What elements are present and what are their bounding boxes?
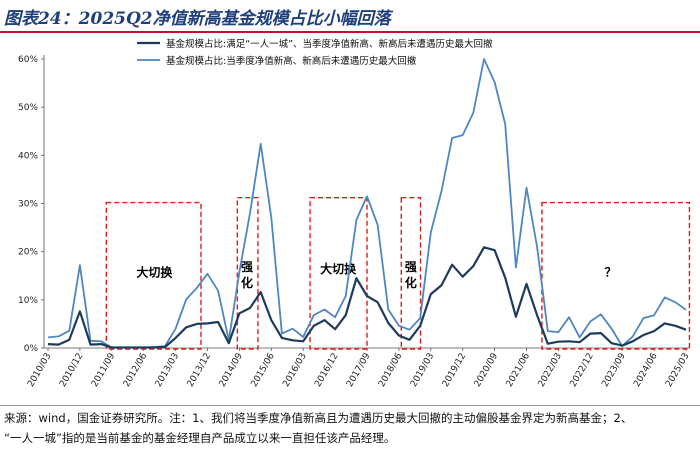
x-tick-label: 2018/06 bbox=[377, 351, 404, 389]
title-bar: 图表24：2025Q2净值新高基金规模占比小幅回落 bbox=[0, 0, 700, 33]
annotation-box bbox=[400, 197, 422, 350]
y-tick-label: 60% bbox=[18, 55, 38, 65]
x-tick-label: 2019/03 bbox=[409, 352, 436, 389]
y-tick-label: 0% bbox=[24, 344, 39, 354]
x-tick-label: 2015/06 bbox=[250, 351, 277, 389]
y-tick-label: 50% bbox=[18, 103, 38, 113]
annotation-box bbox=[236, 197, 259, 350]
x-tick-label: 2022/12 bbox=[569, 352, 596, 389]
x-tick-label: 2019/12 bbox=[441, 352, 468, 389]
chart-title: 图表24：2025Q2净值新高基金规模占比小幅回落 bbox=[4, 9, 391, 29]
y-tick-label: 20% bbox=[18, 248, 38, 258]
y-tick-label: 10% bbox=[18, 296, 38, 306]
x-tick-label: 2016/12 bbox=[313, 352, 340, 389]
annotation-box bbox=[541, 201, 691, 350]
x-tick-label: 2023/09 bbox=[600, 351, 627, 389]
source-line-1: 来源：wind，国金证券研究所。注：1、我们将当季度净值新高且为遭遇历史最大回撤… bbox=[4, 411, 633, 425]
annotation-label: 强化 bbox=[405, 260, 417, 290]
annotation-label: 强化 bbox=[241, 260, 253, 290]
annotation-label: 大切换 bbox=[136, 265, 173, 280]
y-tick-label: 30% bbox=[18, 200, 38, 210]
annotation-label: ？ bbox=[605, 266, 617, 280]
source-note: 来源：wind，国金证券研究所。注：1、我们将当季度净值新高且为遭遇历史最大回撤… bbox=[4, 408, 696, 448]
series-line-one-person-one-city bbox=[47, 246, 687, 349]
x-tick-label: 2014/09 bbox=[218, 351, 245, 389]
y-tick-label: 40% bbox=[18, 151, 38, 161]
annotation-box bbox=[105, 201, 202, 350]
x-tick-label: 2011/09 bbox=[90, 351, 117, 389]
x-tick-label: 2021/06 bbox=[505, 351, 532, 389]
legend-label: 基金规模占比:满足“一人一城”、当季度净值新高、新高后未遭遇历史最大回撤 bbox=[166, 38, 493, 50]
line-chart: 0% 10% 20% 30% 40% 50% 60% 2010/03 2010/12 2011/0… bbox=[18, 38, 692, 389]
x-tick-label: 2010/03 bbox=[26, 352, 53, 389]
x-tick-label: 2013/03 bbox=[154, 352, 181, 389]
x-tick-label: 2020/09 bbox=[473, 351, 500, 389]
x-tick-label: 2017/09 bbox=[345, 351, 372, 389]
title-rule bbox=[0, 31, 700, 33]
x-tick-label: 2016/03 bbox=[281, 352, 308, 389]
x-tick-label: 2025/03 bbox=[664, 352, 691, 389]
x-tick-label: 2013/12 bbox=[186, 352, 213, 389]
annotation-label: 大切换 bbox=[320, 261, 357, 276]
x-tick-label: 2010/12 bbox=[58, 352, 85, 389]
x-tick-label: 2022/03 bbox=[537, 352, 564, 389]
footer-rule bbox=[0, 405, 700, 406]
annotation-box bbox=[309, 197, 368, 350]
source-line-2: “一人一城”指的是当前基金的基金经理自产品成立以来一直担任该产品经理。 bbox=[4, 431, 396, 445]
legend-label: 基金规模占比:当季度净值新高、新高后未遭遇历史最大回撤 bbox=[166, 55, 417, 67]
x-tick-label: 2012/06 bbox=[122, 351, 149, 389]
x-tick-label: 2024/06 bbox=[632, 351, 659, 389]
